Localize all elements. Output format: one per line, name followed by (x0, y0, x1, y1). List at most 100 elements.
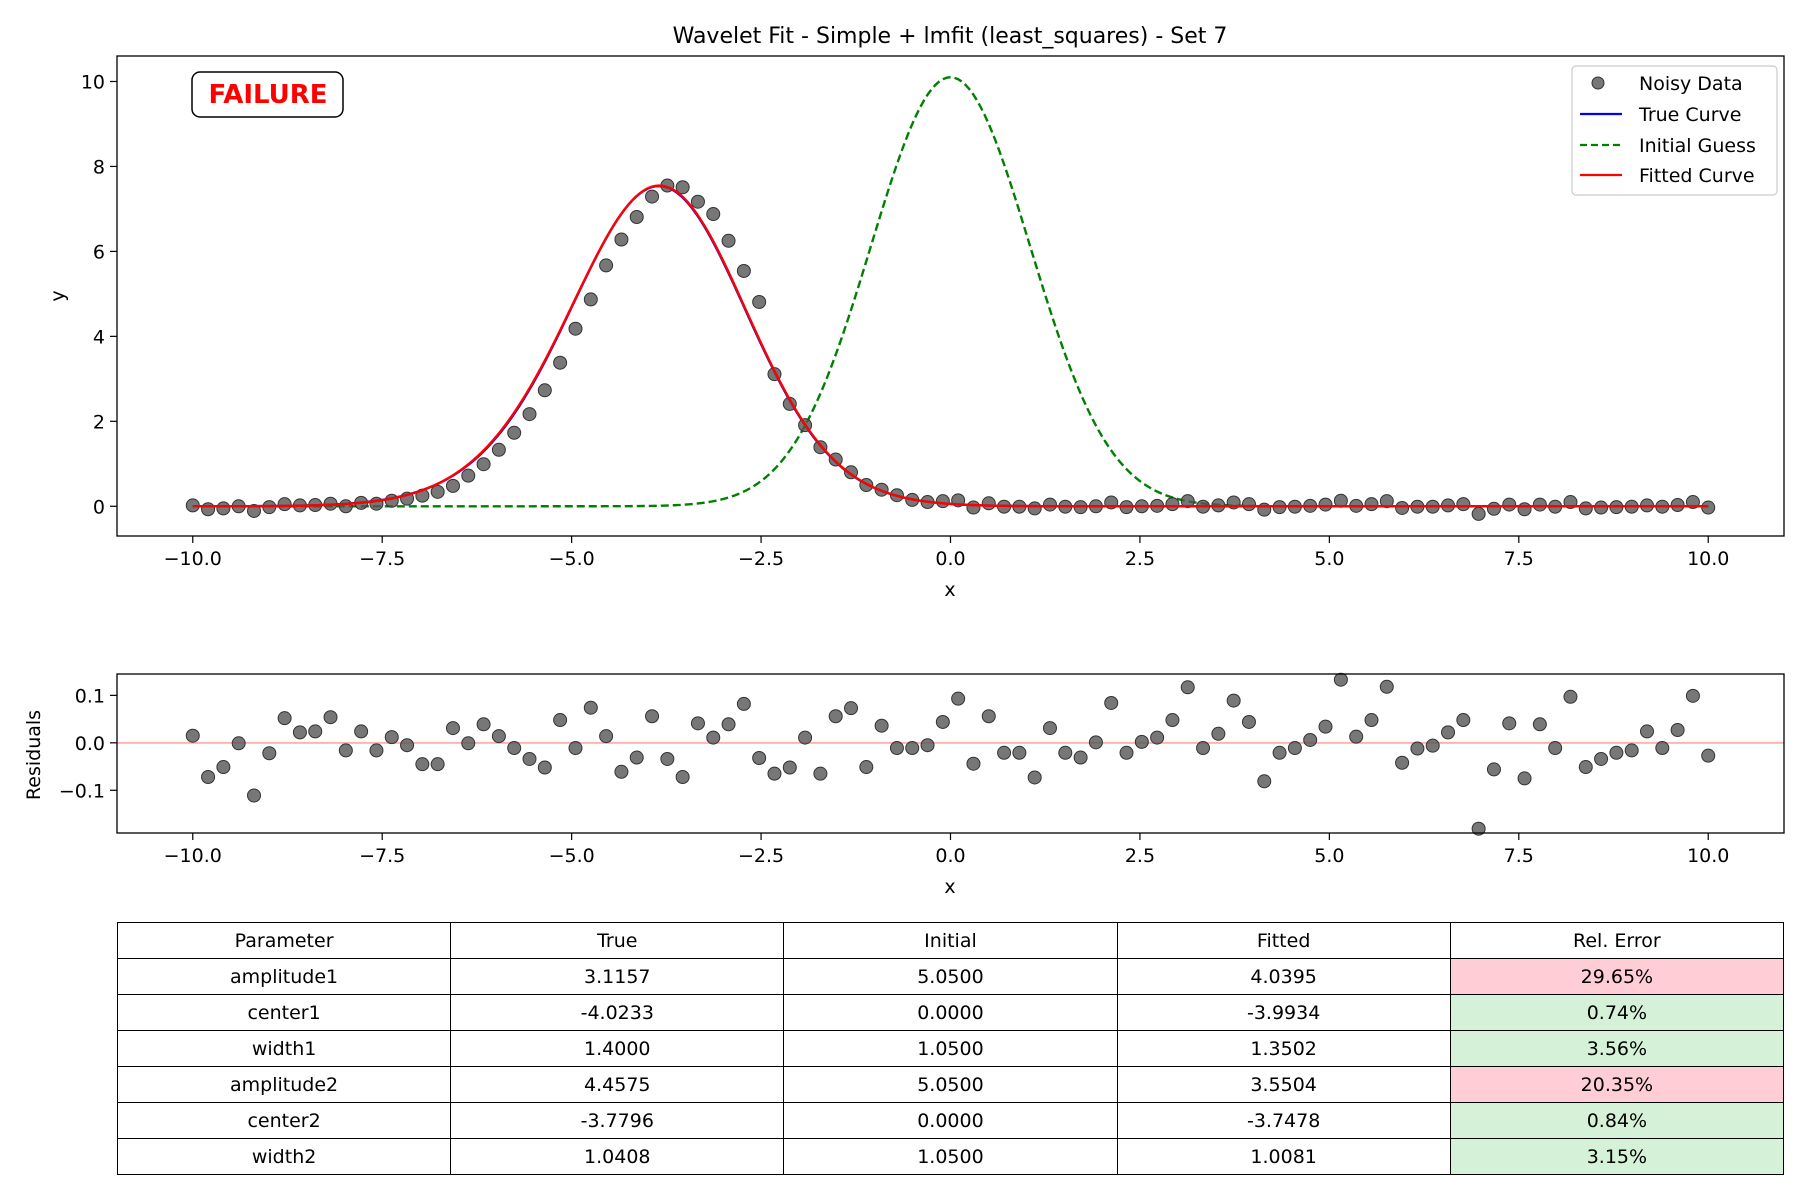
x-tick-label: −7.5 (359, 845, 405, 867)
residual-point (1640, 724, 1654, 739)
residual-point (889, 741, 904, 756)
residuals-y-ticks: −0.1 0.0 0.1 (59, 685, 117, 802)
x-tick-label: 2.5 (1125, 548, 1155, 570)
residual-point (1058, 745, 1073, 760)
noisy-data-point (476, 457, 491, 472)
residual-point (1073, 750, 1088, 765)
noisy-data-point (1670, 497, 1685, 512)
fitted-cell: 1.3502 (1116, 1030, 1451, 1067)
param-cell: width1 (116, 1030, 452, 1067)
noisy-data-point (645, 189, 660, 204)
fitted-cell: -3.9934 (1116, 994, 1451, 1031)
rel-error-cell: 0.74% (1449, 994, 1785, 1031)
noisy-data-point (1364, 497, 1379, 512)
noisy-data-point (384, 493, 399, 508)
residual-point (216, 760, 231, 775)
residual-point (1104, 695, 1119, 710)
noisy-data-point (690, 194, 705, 209)
residuals-y-axis-label: Residuals (23, 710, 45, 800)
initial-cell: 0.0000 (783, 1102, 1118, 1139)
rel-error-cell: 20.35% (1449, 1066, 1785, 1103)
noisy-data-point (537, 383, 552, 398)
residual-point (935, 714, 950, 729)
residual-point (1486, 762, 1501, 777)
main-x-axis-label: x (944, 579, 955, 601)
residual-point (1425, 738, 1440, 753)
noisy-data-point (629, 209, 644, 224)
residual-point (828, 709, 843, 724)
header-cell: True (450, 922, 785, 959)
y-tick-label: 0.1 (75, 685, 105, 707)
main-y-ticks: 0 2 4 6 8 10 (81, 71, 117, 518)
noisy-data-point (752, 294, 767, 309)
legend: Noisy Data True Curve Initial Guess Fitt… (1571, 65, 1778, 196)
header-cell: Fitted (1116, 922, 1451, 959)
residual-point (1410, 741, 1425, 756)
residual-point (1318, 719, 1333, 734)
residual-point (813, 766, 828, 781)
initial-cell: 0.0000 (783, 994, 1118, 1031)
rel-error-cell: 29.65% (1449, 958, 1785, 995)
residual-point (1624, 743, 1639, 758)
residual-point (338, 743, 353, 758)
main-y-axis-label: y (47, 290, 69, 301)
true-cell: 1.4000 (450, 1030, 785, 1067)
residual-point (476, 717, 491, 732)
legend-label-fitted-curve: Fitted Curve (1639, 165, 1755, 187)
residual-point (798, 730, 813, 745)
fitted-cell: 4.0395 (1116, 958, 1451, 995)
residual-point (675, 769, 690, 784)
residual-point (1042, 721, 1057, 736)
residual-point (415, 757, 430, 772)
residual-point (507, 741, 522, 756)
y-tick-label: 0 (93, 496, 105, 518)
residual-point (1150, 730, 1165, 745)
header-cell: Parameter (116, 922, 452, 959)
residual-point (1379, 679, 1394, 694)
legend-label-noisy-data: Noisy Data (1639, 73, 1743, 95)
residual-point (1456, 713, 1471, 728)
residual-point (583, 700, 598, 715)
noisy-data-point (599, 258, 614, 273)
noisy-data-point (277, 497, 292, 512)
residual-point (706, 730, 721, 745)
residual-point (354, 724, 369, 739)
residual-point (277, 711, 292, 726)
residual-point (308, 724, 323, 739)
table-row: center1 -4.0233 0.0000 -3.9934 0.74% (116, 994, 1785, 1031)
noisy-data-point (201, 502, 216, 517)
initial-cell: 5.0500 (783, 958, 1118, 995)
y-tick-label: 10 (81, 71, 105, 93)
noisy-data-point (1532, 497, 1547, 512)
residual-point (1655, 741, 1670, 756)
residual-point (384, 730, 399, 745)
param-cell: amplitude1 (116, 958, 452, 995)
main-plot-frame (116, 55, 1785, 537)
fitted-curve-line (192, 184, 1709, 508)
residual-point (323, 710, 338, 725)
residual-point (1134, 734, 1149, 749)
table-header-row: Parameter True Initial Fitted Rel. Error (116, 922, 1785, 959)
header-cell: Initial (783, 922, 1118, 959)
y-tick-label: 6 (93, 241, 105, 263)
residual-point (997, 745, 1012, 760)
residual-point (966, 756, 981, 771)
residual-point (782, 760, 797, 775)
param-cell: amplitude2 (116, 1066, 452, 1103)
residual-point (629, 750, 644, 765)
noisy-data-point (491, 442, 506, 457)
noisy-data-point (706, 207, 721, 222)
noisy-data-point (1379, 494, 1394, 509)
y-tick-label: 2 (93, 411, 105, 433)
x-tick-label: −2.5 (738, 548, 784, 570)
noisy-data-point (568, 321, 583, 336)
residual-point (614, 764, 629, 779)
residual-point (1364, 713, 1379, 728)
param-cell: center1 (116, 994, 452, 1031)
noisy-data-point (614, 232, 629, 247)
residual-point (1012, 745, 1027, 760)
x-tick-label: 7.5 (1504, 845, 1534, 867)
noisy-data-point (935, 494, 950, 509)
residuals-x-ticks: −10.0 −7.5 −5.0 −2.5 0.0 2.5 5.0 7.5 10.0 (164, 833, 1729, 867)
residual-point (844, 701, 859, 716)
